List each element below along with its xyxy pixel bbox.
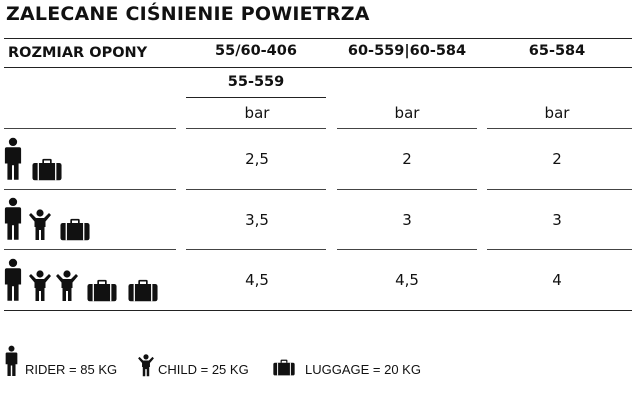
- header-top-rule: [4, 38, 632, 39]
- pressure-value: 4,5: [245, 271, 269, 289]
- rider-icon: [4, 137, 22, 181]
- row-rule: [186, 189, 326, 190]
- rider-icon: [4, 197, 22, 241]
- unit-label-col1: bar: [244, 104, 270, 122]
- col3-header: 65-584: [528, 43, 586, 59]
- row-rule: [4, 128, 176, 129]
- unit-label-col2: bar: [394, 104, 420, 122]
- row-rule: [337, 249, 477, 250]
- table-bottom-rule: [4, 310, 632, 311]
- tire-size-header: ROZMIAR OPONY: [8, 45, 148, 61]
- child-icon: [56, 270, 78, 302]
- pressure-value: 3: [552, 211, 562, 229]
- col1-subheader-rule: [186, 97, 326, 98]
- pressure-value: 3: [402, 211, 412, 229]
- col2-header: 60-559|60-584: [347, 43, 467, 59]
- row-rule: [337, 189, 477, 190]
- legend-child-label: CHILD = 25 KG: [158, 362, 249, 377]
- rider-icon: [4, 258, 22, 302]
- page-title: ZALECANE CIŚNIENIE POWIETRZA: [6, 3, 370, 25]
- row-rule: [4, 189, 176, 190]
- luggage-icon: [273, 359, 295, 376]
- pressure-value: 4,5: [395, 271, 419, 289]
- child-icon: [29, 270, 51, 302]
- row-rule: [487, 189, 632, 190]
- pressure-value: 2,5: [245, 150, 269, 168]
- luggage-icon: [128, 279, 158, 302]
- row-rule: [186, 128, 326, 129]
- pressure-value: 2: [552, 150, 562, 168]
- pressure-value: 3,5: [245, 211, 269, 229]
- col1-header: 55/60-406: [215, 43, 297, 59]
- luggage-icon: [87, 279, 117, 302]
- row-rule: [186, 249, 326, 250]
- col1-subheader: 55-559: [227, 74, 285, 90]
- pressure-value: 4: [552, 271, 562, 289]
- child-icon: [29, 209, 51, 241]
- luggage-icon: [32, 158, 62, 181]
- child-icon: [138, 354, 154, 377]
- row-rule: [487, 128, 632, 129]
- row-rule: [4, 249, 176, 250]
- unit-label-col3: bar: [544, 104, 570, 122]
- row-rule: [487, 249, 632, 250]
- pressure-value: 2: [402, 150, 412, 168]
- legend-luggage-label: LUGGAGE = 20 KG: [305, 362, 421, 377]
- legend-rider-label: RIDER = 85 KG: [25, 362, 118, 377]
- row-rule: [337, 128, 477, 129]
- rider-icon: [5, 345, 18, 377]
- luggage-icon: [60, 218, 90, 241]
- header-bottom-rule: [4, 67, 632, 68]
